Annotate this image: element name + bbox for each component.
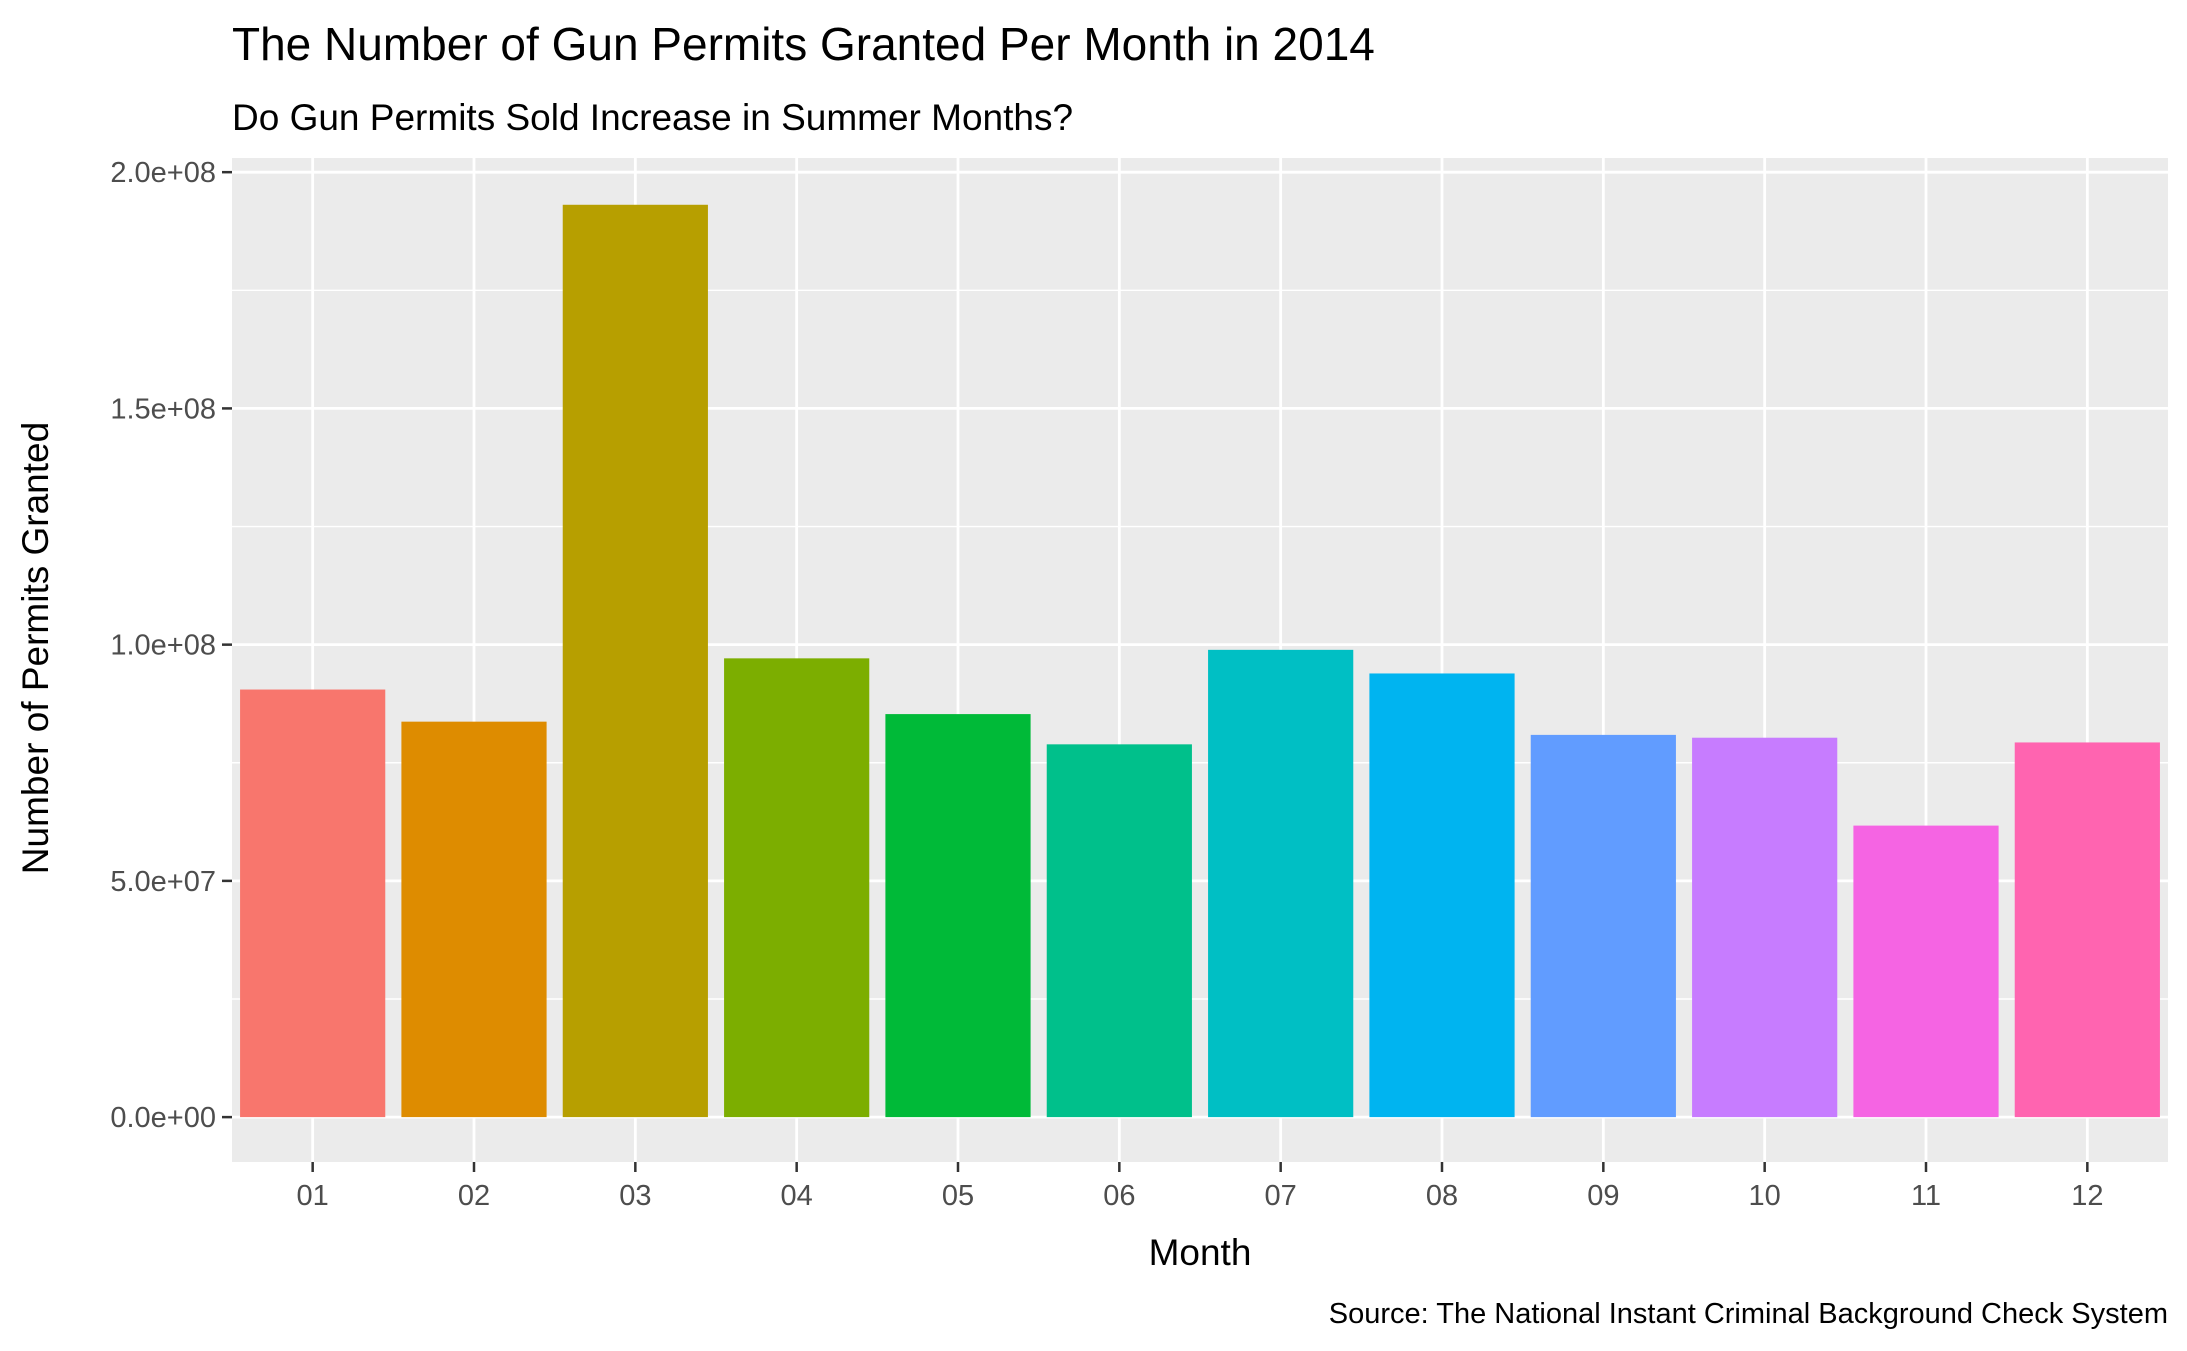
x-tick-label: 06 <box>1103 1180 1135 1212</box>
bar-06 <box>1046 744 1192 1118</box>
chart-title: The Number of Gun Permits Granted Per Mo… <box>232 18 1375 70</box>
x-tick-label: 07 <box>1265 1180 1297 1212</box>
bar-10 <box>1692 737 1838 1118</box>
x-tick-label: 08 <box>1426 1180 1458 1212</box>
axis-ticks: 0.0e+00 5.0e+07 1.0e+08 1.5e+08 2.0e+08 01 02 0… <box>110 157 2103 1212</box>
x-axis-title: Month <box>1149 1232 1252 1273</box>
y-tick-label: 0.0e+00 <box>110 1102 216 1134</box>
bar-03 <box>562 204 708 1118</box>
y-tick-label: 2.0e+08 <box>110 157 216 189</box>
bar-04 <box>724 658 870 1118</box>
bar-02 <box>401 721 547 1118</box>
y-tick-label: 5.0e+07 <box>110 866 216 898</box>
x-tick-label: 01 <box>297 1180 329 1212</box>
panel-background <box>232 158 2168 1162</box>
bar-09 <box>1530 734 1676 1118</box>
y-tick-label: 1.5e+08 <box>110 393 216 425</box>
x-tick-label: 10 <box>1749 1180 1781 1212</box>
bar-08 <box>1369 673 1515 1118</box>
bar-01 <box>240 689 386 1118</box>
bar-07 <box>1208 649 1354 1118</box>
bar-11 <box>1853 825 1999 1118</box>
x-tick-label: 03 <box>619 1180 651 1212</box>
y-axis-title: Number of Permits Granted <box>15 422 56 874</box>
bar-05 <box>885 714 1031 1118</box>
x-tick-label: 04 <box>781 1180 813 1212</box>
x-tick-label: 11 <box>1911 1180 1941 1212</box>
y-tick-label: 1.0e+08 <box>110 630 216 662</box>
x-tick-label: 02 <box>458 1180 490 1212</box>
x-tick-label: 12 <box>2071 1180 2103 1212</box>
source-caption: Source: The National Instant Criminal Ba… <box>1329 1298 2168 1330</box>
chart-subtitle: Do Gun Permits Sold Increase in Summer M… <box>232 97 1073 138</box>
plot-panel <box>232 158 2168 1162</box>
x-tick-label: 05 <box>942 1180 974 1212</box>
bar-12 <box>2014 742 2160 1118</box>
x-tick-label: 09 <box>1587 1180 1619 1212</box>
